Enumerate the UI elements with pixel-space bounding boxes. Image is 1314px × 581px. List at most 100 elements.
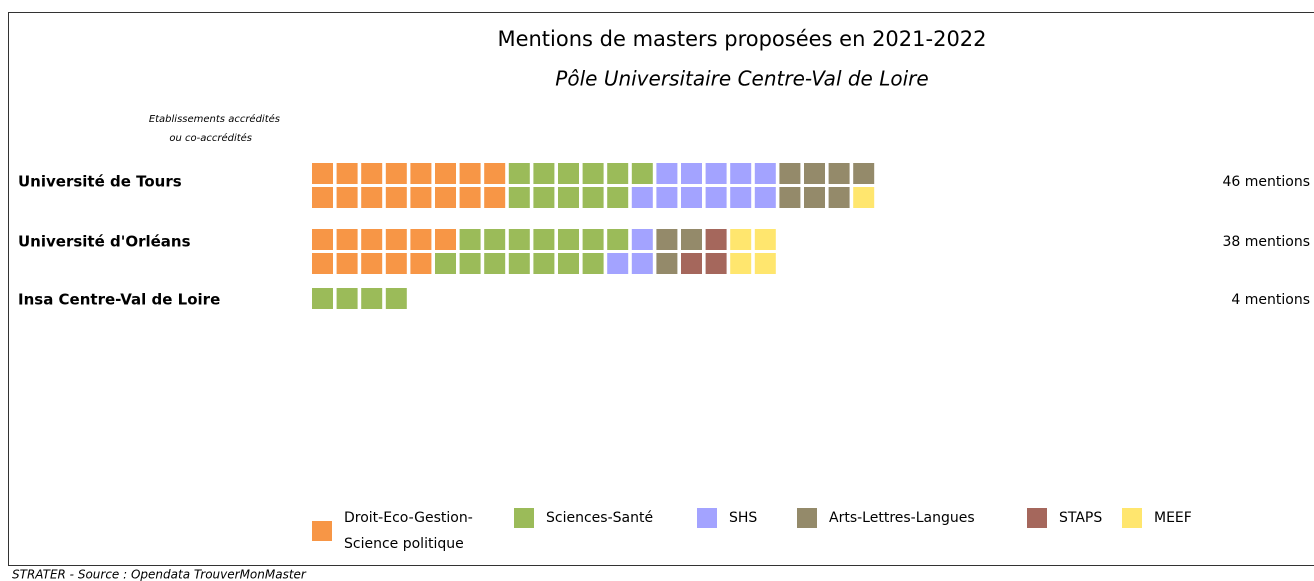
waffle-square xyxy=(607,163,629,184)
waffle-square xyxy=(336,229,358,250)
waffle-square xyxy=(484,187,506,208)
waffle-square xyxy=(804,187,825,208)
waffle-square xyxy=(361,229,383,250)
waffle-square xyxy=(631,163,653,184)
waffle-square xyxy=(607,229,629,250)
chart-title: Mentions de masters proposées en 2021-20… xyxy=(497,27,986,51)
waffle-square xyxy=(508,187,530,208)
waffle-square xyxy=(508,229,530,250)
waffle-square xyxy=(410,253,432,274)
waffle-square xyxy=(459,229,481,250)
waffle-square xyxy=(533,253,555,274)
waffle-square xyxy=(631,253,653,274)
total-label: 46 mentions xyxy=(1223,174,1311,190)
waffle-square xyxy=(730,187,752,208)
waffle-square xyxy=(312,229,333,250)
waffle-square xyxy=(459,163,481,184)
legend-swatch xyxy=(1027,508,1047,528)
waffle-square xyxy=(361,253,383,274)
waffle-square xyxy=(631,229,653,250)
waffle-square xyxy=(828,187,850,208)
waffle-square xyxy=(435,163,456,184)
waffle-square xyxy=(558,187,579,208)
waffle-square xyxy=(582,253,604,274)
waffle-square xyxy=(459,187,481,208)
waffle-square xyxy=(312,253,333,274)
waffle-square xyxy=(853,187,875,208)
frame xyxy=(8,12,1314,566)
waffle-square xyxy=(656,187,678,208)
waffle-square xyxy=(582,163,604,184)
waffle-square xyxy=(533,163,555,184)
waffle-square xyxy=(754,229,776,250)
waffle-square xyxy=(656,229,678,250)
waffle-square xyxy=(361,187,383,208)
waffle-square xyxy=(656,253,678,274)
note: ou co-accrédités xyxy=(169,132,252,144)
waffle-square xyxy=(730,253,752,274)
waffle-square xyxy=(607,187,629,208)
waffle-square xyxy=(656,163,678,184)
waffle-square xyxy=(558,163,579,184)
waffle-square xyxy=(361,163,383,184)
legend-item: Arts-Lettres-Langues xyxy=(797,505,975,531)
legend-item: Droit-Eco-Gestion-Science politique xyxy=(312,505,484,557)
waffle-square xyxy=(336,253,358,274)
waffle-square xyxy=(779,163,801,184)
category-label: Université de Tours xyxy=(18,173,182,191)
legend-swatch xyxy=(312,521,332,541)
legend-swatch xyxy=(514,508,534,528)
waffle-square xyxy=(779,187,801,208)
waffle-square xyxy=(385,253,407,274)
waffle-square xyxy=(312,187,333,208)
waffle-square xyxy=(730,163,752,184)
waffle-square xyxy=(336,163,358,184)
legend-item: MEEF xyxy=(1122,505,1192,531)
waffle-square xyxy=(336,288,358,309)
legend-swatch xyxy=(797,508,817,528)
waffle-square xyxy=(754,187,776,208)
waffle-square xyxy=(385,163,407,184)
waffle-square xyxy=(361,288,383,309)
legend-label: STAPS xyxy=(1059,510,1103,526)
waffle-square xyxy=(705,187,727,208)
waffle-square xyxy=(754,163,776,184)
waffle-square xyxy=(312,288,333,309)
waffle-square xyxy=(558,229,579,250)
waffle-square xyxy=(607,253,629,274)
source: STRATER - Source : Opendata TrouverMonMa… xyxy=(12,568,307,581)
legend-label: Droit-Eco-Gestion-Science politique xyxy=(344,510,473,552)
waffle-square xyxy=(385,288,407,309)
waffle-square xyxy=(681,187,702,208)
waffle-square xyxy=(435,253,456,274)
waffle-square xyxy=(533,187,555,208)
legend-swatch xyxy=(697,508,717,528)
legend-label: Sciences-Santé xyxy=(546,510,654,526)
waffle-square xyxy=(508,163,530,184)
waffle-square xyxy=(459,253,481,274)
waffle-square xyxy=(681,163,702,184)
legend-item: SHS xyxy=(697,505,757,531)
waffle-square xyxy=(484,229,506,250)
waffle-square xyxy=(730,229,752,250)
waffle-square xyxy=(631,187,653,208)
note: Etablissements accrédités xyxy=(149,113,280,125)
waffle-square xyxy=(681,253,702,274)
waffle-square xyxy=(385,229,407,250)
legend-label: MEEF xyxy=(1154,510,1192,526)
category-label: Université d'Orléans xyxy=(18,233,191,251)
category-label: Insa Centre-Val de Loire xyxy=(18,291,220,309)
waffle-square xyxy=(410,187,432,208)
waffle-square xyxy=(705,163,727,184)
waffle-square xyxy=(435,187,456,208)
waffle-square xyxy=(754,253,776,274)
waffle-square xyxy=(410,163,432,184)
waffle-square xyxy=(484,253,506,274)
legend-label: Arts-Lettres-Langues xyxy=(829,510,975,526)
waffle-square xyxy=(435,229,456,250)
waffle-square xyxy=(312,163,333,184)
waffle-square xyxy=(484,163,506,184)
waffle-square xyxy=(385,187,407,208)
